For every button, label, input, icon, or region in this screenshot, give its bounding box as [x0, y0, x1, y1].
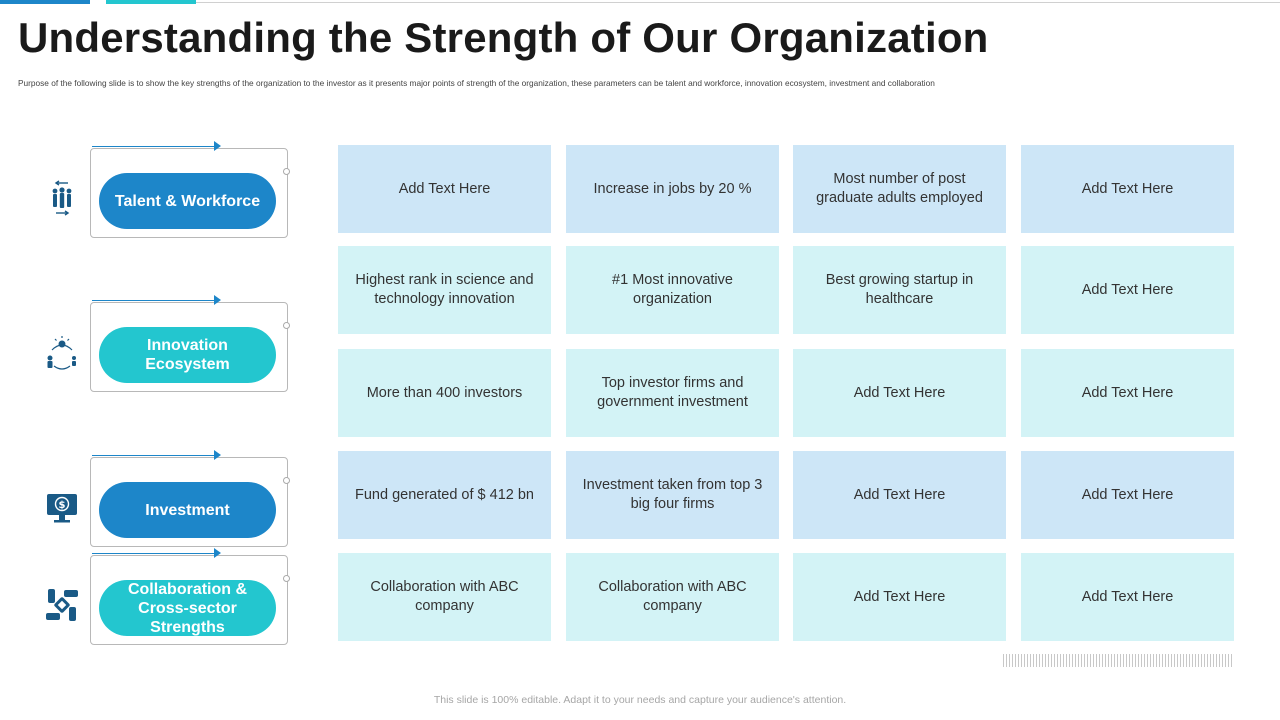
workforce-icon	[52, 180, 72, 216]
grid-cell-r3-c3: Add Text Here	[793, 349, 1006, 437]
grid-cell-r2-c3: Best growing startup in healthcare	[793, 246, 1006, 334]
footer-note: This slide is 100% editable. Adapt it to…	[433, 694, 847, 706]
arrow-line	[92, 300, 216, 301]
category-frame	[90, 555, 288, 645]
arrow-head-icon	[214, 450, 221, 460]
grid-cell-r5-c1: Collaboration with ABC company	[338, 553, 551, 641]
accent-segment-blue	[0, 0, 90, 4]
category-label: Talent & Workforce	[99, 173, 276, 229]
grid-cell-r3-c2: Top investor firms and government invest…	[566, 349, 779, 437]
grid-cell-r2-c1: Highest rank in science and technology i…	[338, 246, 551, 334]
grid-cell-r4-c4: Add Text Here	[1021, 451, 1234, 539]
investment-icon: $	[47, 494, 77, 523]
slide-subtitle: Purpose of the following slide is to sho…	[18, 78, 935, 88]
grid-cell-r2-c4: Add Text Here	[1021, 246, 1234, 334]
arrow-head-icon	[214, 141, 221, 151]
category-frame	[90, 457, 288, 547]
grid-cell-r1-c1: Add Text Here	[338, 145, 551, 233]
category-talent-workforce: Talent & Workforce	[40, 141, 300, 238]
grid-cell-r5-c3: Add Text Here	[793, 553, 1006, 641]
grid-cell-r4-c3: Add Text Here	[793, 451, 1006, 539]
grid-cell-r4-c1: Fund generated of $ 412 bn	[338, 451, 551, 539]
category-investment: $ Investment	[40, 450, 300, 547]
connector-dot	[283, 322, 290, 329]
grid-cell-r1-c3: Most number of post graduate adults empl…	[793, 145, 1006, 233]
grid-cell-r5-c4: Add Text Here	[1021, 553, 1234, 641]
slide-title: Understanding the Strength of Our Organi…	[18, 14, 989, 61]
connector-dot	[283, 477, 290, 484]
grid-cell-r1-c2: Increase in jobs by 20 %	[566, 145, 779, 233]
category-frame	[90, 148, 288, 238]
innovation-icon	[47, 336, 76, 370]
grid-cell-r5-c2: Collaboration with ABC company	[566, 553, 779, 641]
collaboration-icon	[46, 589, 78, 621]
svg-text:$: $	[59, 500, 66, 511]
connector-dot	[283, 168, 290, 175]
category-collaboration: Collaboration & Cross-sector Strengths	[40, 548, 300, 645]
arrow-line	[92, 553, 216, 554]
arrow-head-icon	[214, 548, 221, 558]
top-accent-bar	[0, 0, 1280, 4]
category-label: Innovation Ecosystem	[99, 327, 276, 383]
category-frame	[90, 302, 288, 392]
decorative-tick-strip	[1003, 654, 1233, 667]
grid-cell-r4-c2: Investment taken from top 3 big four fir…	[566, 451, 779, 539]
category-label: Investment	[99, 482, 276, 538]
grid-cell-r1-c4: Add Text Here	[1021, 145, 1234, 233]
grid-cell-r2-c2: #1 Most innovative organization	[566, 246, 779, 334]
arrow-head-icon	[214, 295, 221, 305]
arrow-line	[92, 146, 216, 147]
category-innovation-ecosystem: Innovation Ecosystem	[40, 295, 300, 392]
accent-divider-line	[196, 2, 1280, 3]
category-label: Collaboration & Cross-sector Strengths	[99, 580, 276, 636]
grid-cell-r3-c1: More than 400 investors	[338, 349, 551, 437]
connector-dot	[283, 575, 290, 582]
arrow-line	[92, 455, 216, 456]
grid-cell-r3-c4: Add Text Here	[1021, 349, 1234, 437]
accent-segment-teal	[106, 0, 196, 4]
